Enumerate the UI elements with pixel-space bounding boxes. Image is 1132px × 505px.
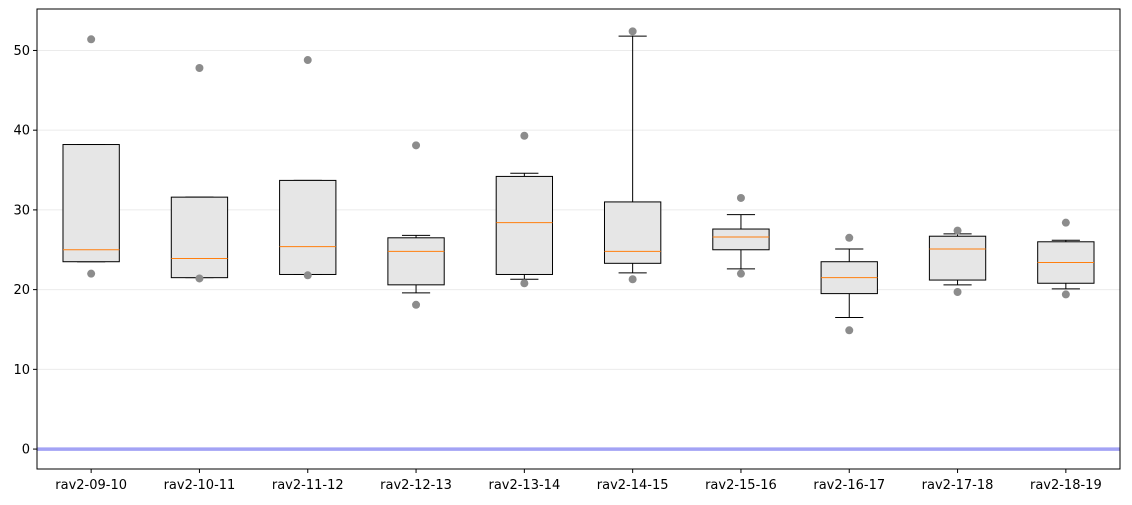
outlier-point	[953, 288, 962, 297]
x-tick-label: rav2-18-19	[1030, 478, 1102, 493]
outlier-point	[87, 269, 96, 278]
box-iqr	[603, 201, 662, 264]
x-tick-label: rav2-09-10	[55, 478, 127, 493]
x-tick-label: rav2-12-13	[380, 478, 452, 493]
outlier-point	[628, 275, 637, 284]
x-tick-label: rav2-11-12	[272, 478, 344, 493]
box-iqr	[712, 228, 770, 251]
box-iqr	[62, 144, 120, 263]
outlier-point	[736, 193, 745, 202]
x-tick-label: rav2-10-11	[164, 478, 236, 493]
outlier-point	[303, 56, 312, 65]
box-group	[1037, 218, 1095, 299]
outlier-point	[195, 63, 204, 72]
box-group	[603, 27, 662, 284]
x-tick-label: rav2-17-18	[922, 478, 994, 493]
box-iqr	[279, 179, 337, 275]
outlier-point	[87, 35, 96, 44]
box-group	[820, 233, 878, 335]
x-axis: rav2-09-10 rav2-10-11 rav2-11-12 rav2-12-13…	[55, 469, 1102, 493]
outlier-point	[1061, 218, 1070, 227]
x-tick-label: rav2-14-15	[597, 478, 669, 493]
box-group	[387, 141, 445, 309]
y-axis: 0 10 20 30 40 50	[13, 44, 37, 458]
box-group	[279, 56, 337, 280]
y-tick-label: 0	[22, 443, 30, 458]
box-iqr	[928, 235, 987, 281]
box-group	[170, 63, 229, 283]
outlier-point	[736, 269, 745, 278]
outlier-point	[195, 274, 204, 283]
box-iqr	[170, 196, 229, 279]
outlier-point	[303, 271, 312, 280]
outlier-point	[845, 233, 854, 242]
box-group	[495, 131, 554, 288]
outlier-point	[520, 131, 529, 140]
box-group	[928, 226, 987, 297]
y-tick-label: 50	[13, 44, 30, 59]
box-iqr	[387, 237, 445, 286]
outlier-point	[412, 300, 421, 309]
outlier-point	[953, 226, 962, 235]
y-tick-label: 10	[13, 363, 30, 378]
plot-frame	[36, 8, 1121, 470]
outlier-point	[845, 326, 854, 335]
x-tick-label: rav2-13-14	[488, 478, 560, 493]
y-tick-label: 20	[13, 283, 30, 298]
y-tick-label: 40	[13, 124, 30, 139]
x-tick-label: rav2-15-16	[705, 478, 777, 493]
box-group	[712, 193, 770, 278]
outlier-point	[412, 141, 421, 150]
box-iqr	[495, 175, 554, 275]
boxes-layer	[62, 27, 1095, 335]
x-tick-label: rav2-16-17	[813, 478, 885, 493]
box-group	[62, 35, 120, 278]
y-tick-label: 30	[13, 203, 30, 218]
outlier-point	[1061, 290, 1070, 299]
outlier-point	[628, 27, 637, 36]
outlier-point	[520, 279, 529, 288]
